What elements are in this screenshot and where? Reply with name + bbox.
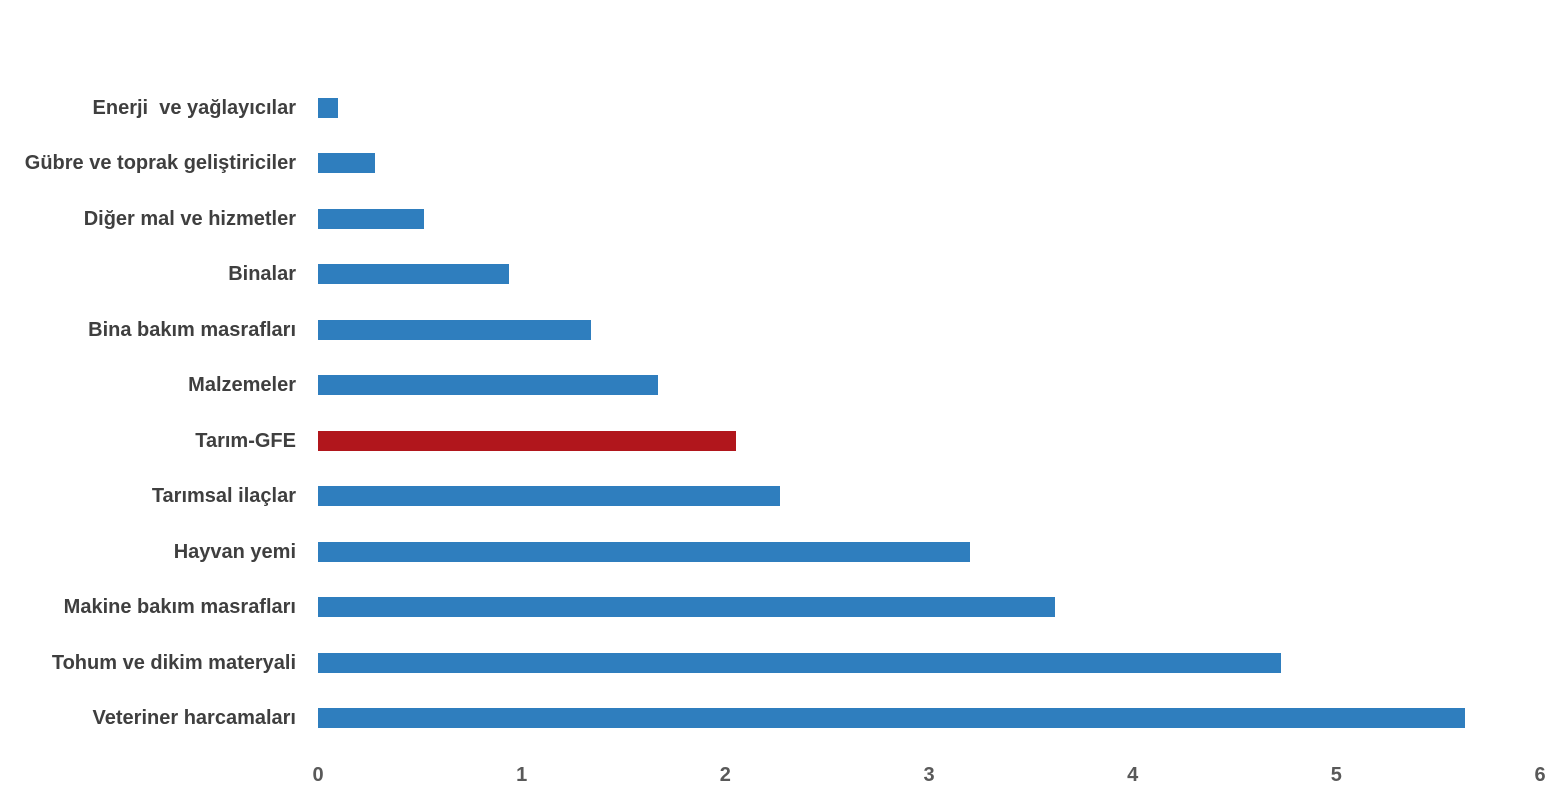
bar <box>318 97 339 118</box>
bar <box>318 486 781 506</box>
category-label: Makine bakım masrafları <box>63 596 296 618</box>
chart-row: Gübre ve toprak geliştiriciler <box>0 149 1556 177</box>
x-axis: 0 1 2 3 4 5 6 <box>0 760 1556 790</box>
category-label: Malzemeler <box>188 374 296 396</box>
category-label: Diğer mal ve hizmetler <box>83 207 296 230</box>
chart-row: Tohum ve dikim materyali <box>0 649 1556 677</box>
bar <box>318 319 591 340</box>
x-tick-label: 2 <box>719 764 731 786</box>
x-tick-label: 0 <box>312 764 324 786</box>
bar-highlight <box>318 430 736 451</box>
x-tick-label: 4 <box>1127 764 1139 786</box>
chart-row: Binalar <box>0 260 1556 288</box>
chart-row: Veteriner harcamaları <box>0 704 1556 732</box>
chart-row: Malzemeler <box>0 371 1556 399</box>
category-label: Enerji ve yağlayıcılar <box>92 96 296 119</box>
category-label: Gübre ve toprak geliştiriciler <box>24 152 296 174</box>
bar <box>318 708 1465 728</box>
x-tick-label: 5 <box>1330 764 1342 786</box>
chart-row: Hayvan yemi <box>0 538 1556 566</box>
bar <box>318 153 376 173</box>
chart-row: Makine bakım masrafları <box>0 593 1556 621</box>
category-label: Tohum ve dikim materyali <box>51 651 296 674</box>
bar <box>318 208 424 229</box>
category-label: Bina bakım masrafları <box>88 318 296 341</box>
category-label: Hayvan yemi <box>173 540 296 563</box>
bar <box>318 652 1282 673</box>
chart-row: Diğer mal ve hizmetler <box>0 205 1556 233</box>
chart-row: Bina bakım masrafları <box>0 316 1556 344</box>
chart-row: Tarım-GFE <box>0 427 1556 455</box>
x-tick-label: 3 <box>923 764 935 786</box>
x-tick-label: 1 <box>516 764 528 786</box>
bar <box>318 541 970 562</box>
x-tick-label: 6 <box>1534 764 1546 786</box>
bar <box>318 597 1056 617</box>
bar <box>318 264 510 284</box>
category-label: Tarım-GFE <box>195 429 296 452</box>
category-label: Tarımsal ilaçlar <box>151 485 296 507</box>
category-label: Binalar <box>228 263 296 285</box>
bar <box>318 375 659 395</box>
category-label: Veteriner harcamaları <box>92 707 296 729</box>
chart-row: Enerji ve yağlayıcılar <box>0 94 1556 122</box>
chart-row: Tarımsal ilaçlar <box>0 482 1556 510</box>
